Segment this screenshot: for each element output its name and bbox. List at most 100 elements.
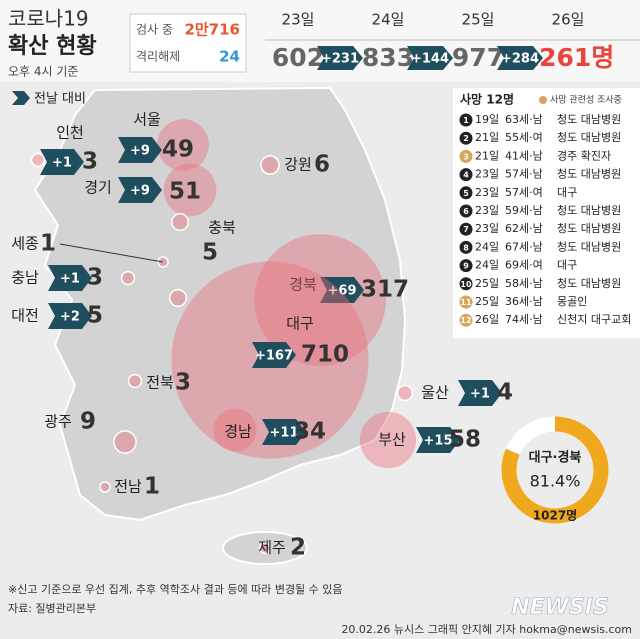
- region-count: 710: [301, 342, 349, 368]
- jeju-island: [222, 531, 308, 565]
- entry-place: 청도 대남병원: [557, 131, 621, 144]
- entry-place: 청도 대남병원: [557, 113, 621, 126]
- region-bubble: [359, 411, 417, 469]
- entry-date: 19일: [475, 112, 499, 126]
- entry-place: 경주 확진자: [557, 149, 611, 162]
- entry-place: 신천지 대구교회: [557, 312, 631, 326]
- entry-no: 1: [463, 116, 469, 125]
- entry-date: 23일: [475, 221, 499, 235]
- entry-badge: [459, 149, 473, 163]
- donut-label: 대구·경북: [529, 450, 582, 466]
- day-total: 602: [272, 43, 324, 72]
- status-label: 격리해제: [136, 50, 180, 64]
- day-label: 23일: [282, 11, 315, 29]
- change-text: +231: [321, 52, 359, 67]
- entry-date: 23일: [475, 203, 499, 217]
- entry-no: 8: [463, 243, 469, 252]
- title: 코로나19: [8, 7, 89, 31]
- title: 확산 현황: [8, 34, 97, 59]
- entry-no: 9: [463, 262, 469, 271]
- change-text: +1: [52, 156, 72, 171]
- region-count: 58: [449, 427, 481, 453]
- region-count: 51: [169, 179, 201, 205]
- region-bubble: [99, 481, 111, 493]
- change-text: +284: [501, 52, 539, 67]
- region-bubble: [30, 152, 46, 168]
- entry-date: 23일: [475, 167, 499, 181]
- region-count: 34: [294, 419, 326, 445]
- watermark: NEWSIS: [511, 595, 609, 620]
- legend-dot: [539, 96, 547, 104]
- entry-no: 3: [463, 152, 469, 161]
- region-name: 경남: [224, 423, 252, 441]
- region-count: 3: [87, 265, 103, 291]
- entry-person: 69세·여: [505, 259, 543, 272]
- region-name: 인천: [56, 124, 84, 142]
- entry-place: 청도 대남병원: [557, 240, 621, 253]
- region-name: 전북: [146, 374, 174, 392]
- region-count: 1: [40, 231, 56, 257]
- legend-arrow: [12, 91, 30, 105]
- region-name: 경북: [289, 276, 317, 294]
- region-name: 경기: [84, 179, 112, 197]
- region-name: 광주: [44, 413, 72, 431]
- change-arrow: [416, 427, 460, 453]
- region-name: 대전: [11, 307, 39, 325]
- entry-date: 25일: [475, 276, 499, 290]
- entry-date: 25일: [475, 294, 499, 308]
- region-bubble: [168, 288, 188, 308]
- change-arrow: [320, 277, 364, 303]
- entry-person: 36세·남: [505, 295, 543, 308]
- entry-person: 57세·남: [505, 168, 543, 181]
- entry-person: 55세·여: [505, 131, 543, 144]
- day-label: 26일: [552, 11, 585, 29]
- change-text: +1: [60, 272, 80, 287]
- region-name: 서울: [133, 111, 161, 129]
- region-name: 제주: [258, 539, 286, 557]
- change-text: +69: [328, 284, 357, 299]
- entry-date: 24일: [475, 239, 499, 253]
- region-name: 세종: [11, 235, 39, 253]
- entry-place: 대구: [557, 259, 577, 272]
- deaths-legend: 사망 관련성 조사중: [550, 95, 622, 106]
- region-bubble: [113, 430, 137, 454]
- day-label: 24일: [372, 11, 405, 29]
- change-text: +2: [60, 310, 80, 325]
- entry-place: 청도 대남병원: [557, 204, 621, 217]
- status-box: [129, 13, 247, 73]
- entry-person: 74세·남: [505, 313, 543, 326]
- deaths-panel: [453, 88, 640, 338]
- entry-date: 24일: [475, 258, 499, 272]
- change-arrow: [407, 46, 453, 70]
- entry-person: 63세·남: [505, 113, 543, 126]
- region-count: 9: [80, 409, 96, 435]
- entry-badge: [459, 295, 473, 309]
- entry-badge: [459, 186, 473, 200]
- change-arrow: [252, 342, 296, 368]
- region-count: 317: [361, 277, 409, 303]
- change-arrow: [458, 380, 502, 406]
- change-text: +144: [411, 52, 449, 67]
- entry-person: 57세·여: [505, 186, 543, 199]
- region-name: 강원: [284, 156, 312, 174]
- change-arrow: [48, 303, 92, 329]
- region-count: 3: [175, 370, 191, 396]
- source: 자료: 질병관리본부: [8, 602, 96, 615]
- region-bubble: [170, 212, 190, 232]
- donut-total: 1027명: [533, 509, 577, 523]
- entry-no: 7: [463, 225, 469, 234]
- region-name: 울산: [421, 384, 449, 402]
- region-count: 4: [497, 380, 513, 406]
- region-bubble: [396, 384, 414, 402]
- region-bubble: [213, 408, 257, 452]
- entry-no: 5: [463, 189, 469, 198]
- region-bubble: [254, 234, 386, 366]
- change-arrow: [40, 149, 84, 175]
- entry-badge: [459, 222, 473, 236]
- entry-badge: [459, 313, 473, 327]
- region-bubble: [120, 270, 136, 286]
- donut-value: 81.4%: [530, 472, 581, 491]
- entry-no: 6: [463, 207, 469, 216]
- entry-date: 26일: [475, 312, 499, 326]
